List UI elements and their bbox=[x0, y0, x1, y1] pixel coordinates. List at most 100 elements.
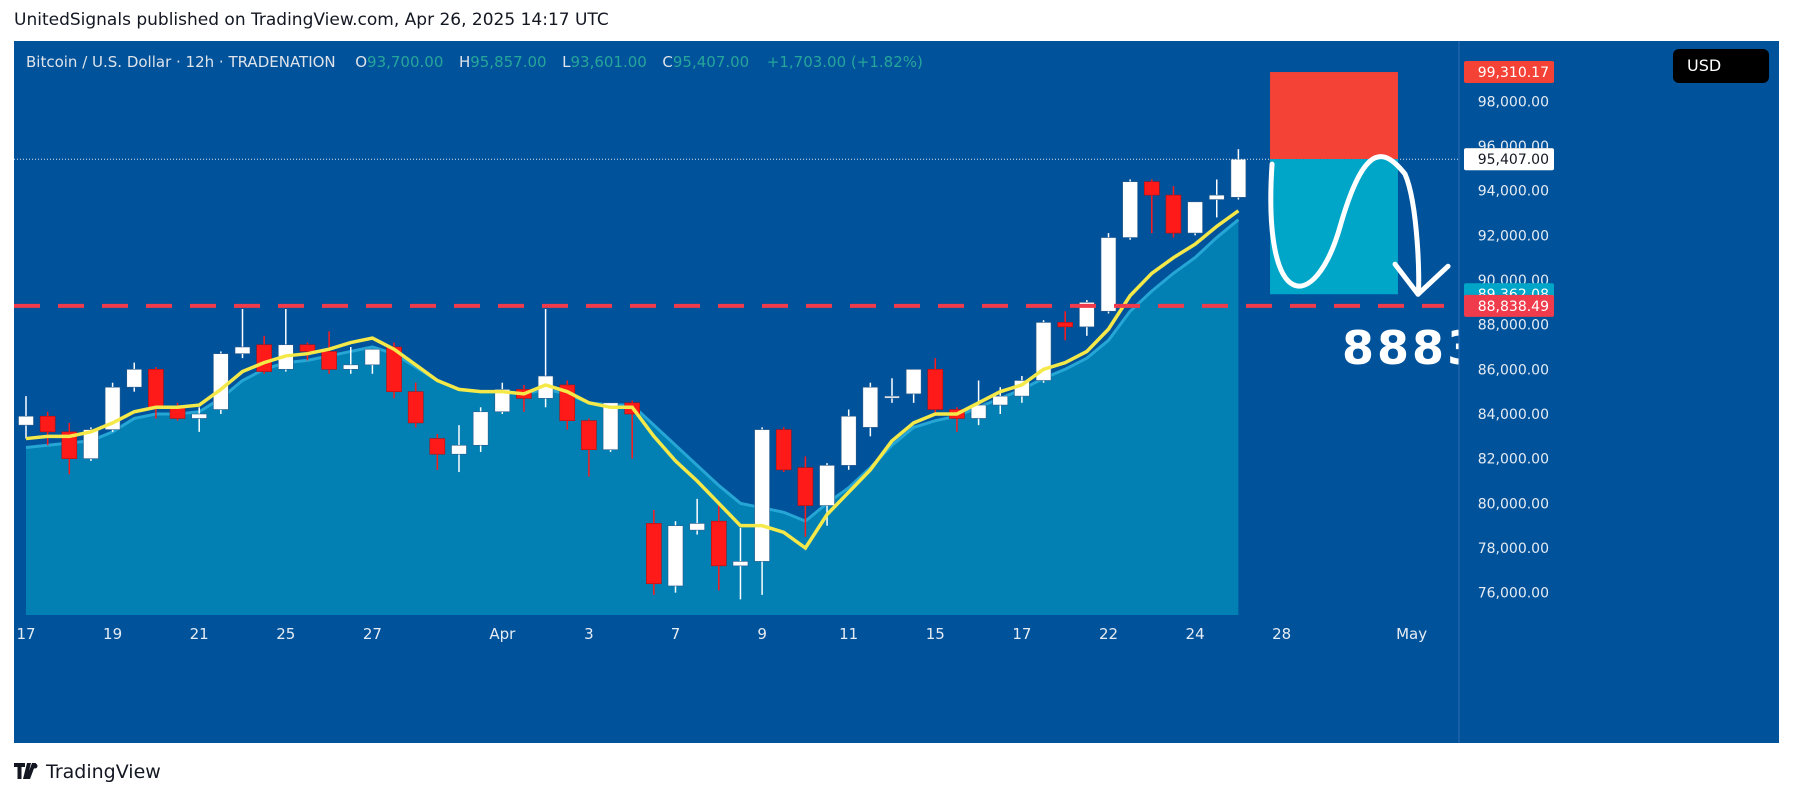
moving-average-line bbox=[25, 209, 1240, 551]
candle-body[interactable] bbox=[689, 523, 705, 531]
price-tick-label: 88,000.00 bbox=[1478, 318, 1549, 334]
candle-body[interactable] bbox=[1079, 302, 1095, 328]
open-value: 93,700.00 bbox=[367, 53, 444, 71]
price-tick-label: 86,000.00 bbox=[1478, 362, 1549, 378]
currency-button[interactable]: USD bbox=[1673, 49, 1769, 83]
candle-body[interactable] bbox=[472, 411, 489, 446]
change-value: +1,703.00 (+1.82%) bbox=[766, 53, 923, 71]
low-key: L bbox=[562, 53, 571, 71]
price-axis-background bbox=[1459, 41, 1779, 615]
candle-body[interactable] bbox=[905, 369, 922, 395]
price-tick-label: 94,000.00 bbox=[1478, 184, 1549, 200]
price-badge bbox=[1464, 294, 1554, 317]
candle-body[interactable] bbox=[602, 402, 619, 451]
candle-body[interactable] bbox=[819, 465, 835, 506]
time-tick-label: 11 bbox=[839, 625, 858, 643]
arrow-head-icon bbox=[1392, 261, 1451, 297]
price-badge-label: 95,407.00 bbox=[1478, 152, 1549, 168]
candle-body[interactable] bbox=[429, 438, 446, 455]
candle-body[interactable] bbox=[1122, 181, 1138, 238]
candle-body[interactable] bbox=[1208, 194, 1225, 200]
time-tick-label: 24 bbox=[1186, 625, 1205, 643]
time-tick-label: 17 bbox=[1012, 625, 1031, 643]
tradingview-logo-icon bbox=[14, 760, 40, 784]
candle-body[interactable] bbox=[364, 348, 381, 366]
open-key: O bbox=[355, 53, 368, 71]
candle-body[interactable] bbox=[126, 369, 143, 388]
candle-body[interactable] bbox=[1165, 194, 1182, 234]
candle-body[interactable] bbox=[234, 346, 251, 354]
candle-body[interactable] bbox=[321, 351, 337, 370]
footer-branding: TradingView bbox=[14, 760, 161, 784]
candle-body[interactable] bbox=[667, 525, 684, 587]
candle-body[interactable] bbox=[646, 523, 662, 585]
candle-body[interactable] bbox=[18, 415, 34, 426]
candle-body[interactable] bbox=[494, 389, 511, 413]
move-arrow-curve bbox=[1268, 154, 1422, 297]
candle-body[interactable] bbox=[342, 364, 359, 370]
high-key: H bbox=[458, 53, 471, 71]
candle-body[interactable] bbox=[884, 395, 900, 399]
candle-body[interactable] bbox=[213, 353, 229, 410]
candle-body[interactable] bbox=[1144, 181, 1160, 196]
price-tick-label: 92,000.00 bbox=[1478, 228, 1549, 244]
low-value: 93,601.00 bbox=[570, 53, 647, 71]
price-badge bbox=[1464, 61, 1554, 84]
time-tick-label: May bbox=[1396, 625, 1427, 643]
candle-body[interactable] bbox=[732, 561, 749, 567]
time-axis: 17 19 21 25 27 Apr 3 7 9 11 15 17 22 24 28 May bbox=[14, 41, 1779, 743]
candle-body[interactable] bbox=[797, 467, 814, 506]
time-tick-label: 19 bbox=[103, 625, 122, 643]
price-badge bbox=[1464, 148, 1554, 171]
time-tick-label: Apr bbox=[489, 625, 516, 643]
candle-body[interactable] bbox=[581, 420, 597, 451]
candle-body[interactable] bbox=[386, 346, 402, 392]
close-value: 95,407.00 bbox=[672, 53, 750, 71]
time-axis-background bbox=[14, 615, 1779, 743]
candle-body[interactable] bbox=[927, 369, 944, 410]
high-value: 95,857.00 bbox=[470, 53, 547, 71]
footer-brand-text: TradingView bbox=[46, 761, 161, 783]
candle-body[interactable] bbox=[61, 431, 78, 459]
candle-body[interactable] bbox=[148, 369, 164, 408]
candle-body[interactable] bbox=[775, 429, 792, 471]
candle-body[interactable] bbox=[83, 429, 99, 459]
price-tick-label: 84,000.00 bbox=[1478, 407, 1549, 423]
short-position-tool bbox=[1268, 72, 1451, 297]
stop-loss-zone[interactable] bbox=[1270, 72, 1398, 160]
candle-body[interactable] bbox=[862, 386, 879, 428]
candle-body[interactable] bbox=[1035, 322, 1052, 381]
candle-body[interactable] bbox=[451, 444, 467, 455]
candle-body[interactable] bbox=[1057, 322, 1073, 328]
candle-body[interactable] bbox=[754, 429, 770, 562]
price-axis: 76,000.00 78,000.00 80,000.00 82,000.00 84,0… bbox=[1459, 41, 1779, 615]
candle-body[interactable] bbox=[992, 395, 1009, 406]
time-tick-label: 7 bbox=[671, 625, 681, 643]
candle-body[interactable] bbox=[39, 415, 56, 433]
candle-body[interactable] bbox=[104, 386, 121, 430]
candle-body[interactable] bbox=[191, 413, 207, 419]
close-key: C bbox=[662, 53, 673, 71]
price-tick-label: 80,000.00 bbox=[1478, 496, 1549, 512]
time-tick-label: 28 bbox=[1272, 625, 1291, 643]
time-tick-label: 15 bbox=[926, 625, 945, 643]
ohlc-legend: Bitcoin / U.S. Dollar · 12h · TRADENATIO… bbox=[26, 53, 923, 71]
candle-body[interactable] bbox=[710, 520, 727, 567]
time-tick-label: 17 bbox=[16, 625, 35, 643]
candle-body[interactable] bbox=[256, 344, 272, 372]
time-tick-label: 21 bbox=[190, 625, 209, 643]
take-profit-zone[interactable] bbox=[1270, 159, 1398, 295]
time-tick-label: 3 bbox=[584, 625, 594, 643]
candle-body[interactable] bbox=[1230, 158, 1247, 198]
price-tick-label: 82,000.00 bbox=[1478, 452, 1549, 468]
time-tick-label: 25 bbox=[276, 625, 295, 643]
candle-body[interactable] bbox=[970, 404, 987, 419]
candle-body[interactable] bbox=[1100, 237, 1117, 312]
candle-body[interactable] bbox=[1187, 201, 1203, 234]
price-chart[interactable]: 88838 76,000.0078,000.0080,000.0082,000.… bbox=[14, 41, 1779, 743]
symbol-label[interactable]: Bitcoin / U.S. Dollar · 12h · TRADENATIO… bbox=[26, 53, 336, 71]
candle-body[interactable] bbox=[840, 415, 857, 466]
candle-body[interactable] bbox=[407, 391, 424, 424]
price-tick-label: 78,000.00 bbox=[1478, 541, 1549, 557]
candle-body[interactable] bbox=[299, 344, 316, 352]
